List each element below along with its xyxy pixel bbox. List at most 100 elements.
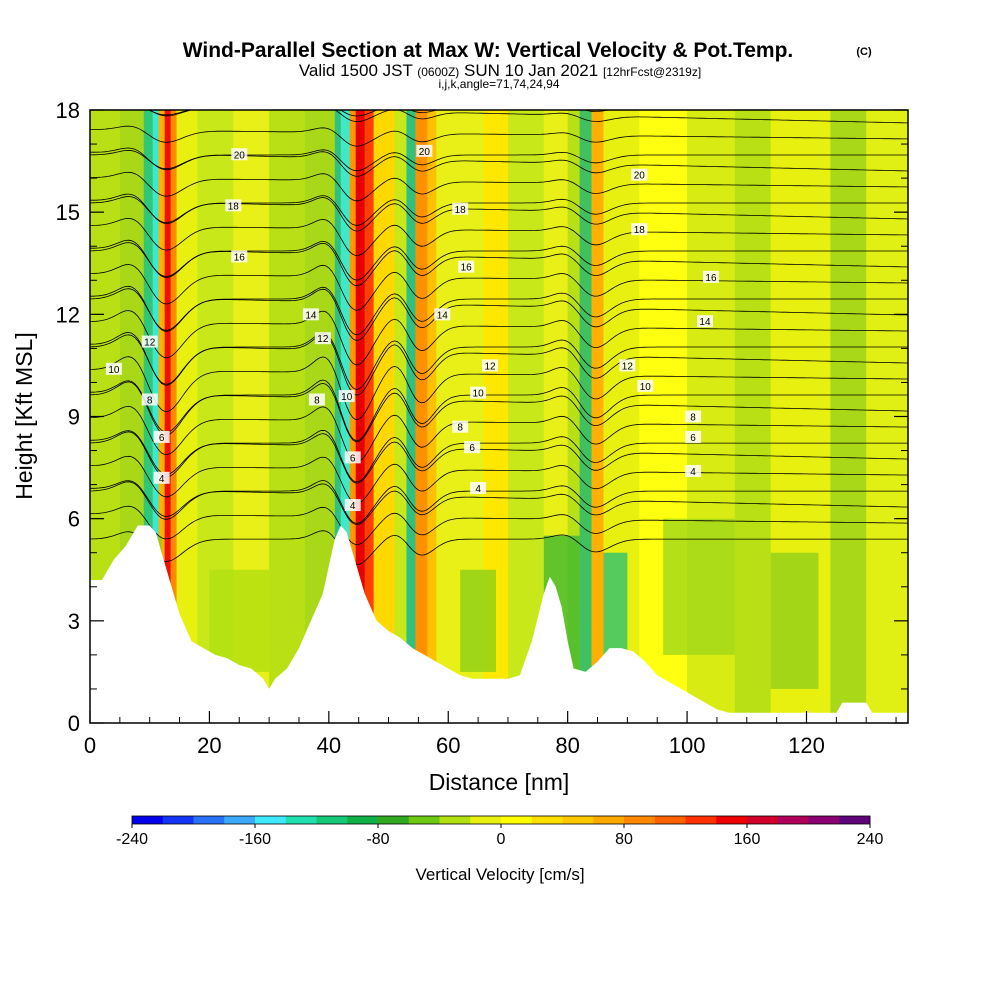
colorbar-swatch — [439, 816, 471, 824]
subtitle-utc: (0600Z) — [417, 65, 459, 79]
contour-label: 10 — [105, 362, 122, 376]
colorbar-swatch — [378, 816, 410, 824]
contour-label-bg — [302, 308, 319, 321]
contour-label: 10 — [338, 390, 355, 403]
velocity-patch — [209, 569, 270, 672]
contour-label-bg — [434, 308, 451, 321]
contour-label-bg — [631, 223, 648, 236]
contour-label: 12 — [141, 335, 158, 349]
contour-label-bg — [458, 260, 475, 273]
velocity-patch — [603, 552, 628, 655]
contour-label-bg — [637, 379, 654, 392]
contour-label-bg — [464, 441, 481, 454]
colorbar-swatch — [654, 816, 686, 824]
contour-label: 4 — [470, 482, 487, 495]
contour-label: 18 — [452, 202, 469, 216]
isentrope-line — [90, 379, 908, 442]
contour-label: 18 — [631, 223, 648, 236]
velocity-band — [164, 110, 172, 723]
contour-label: 8 — [685, 410, 702, 424]
contour-label-text: 14 — [305, 310, 317, 321]
colorbar-swatch — [716, 816, 748, 824]
contour-label: 6 — [685, 430, 702, 444]
x-tick-label: 120 — [788, 733, 825, 758]
contour-label: 18 — [225, 199, 242, 212]
contour-label-bg — [685, 464, 702, 477]
contour-label-bg — [153, 430, 170, 443]
contour-label-bg — [696, 315, 713, 328]
chart-subtitle: Valid 1500 JST (0600Z) SUN 10 Jan 2021 [… — [299, 61, 701, 80]
velocity-band — [334, 110, 342, 723]
velocity-patch — [770, 552, 819, 689]
contour-label-bg — [141, 393, 158, 406]
contour-label-bg — [141, 335, 158, 348]
velocity-band — [176, 110, 198, 723]
contour-label-text: 4 — [159, 474, 165, 485]
contour-label: 12 — [482, 359, 499, 372]
contour-label: 12 — [314, 332, 331, 345]
isentrope-line — [90, 331, 908, 396]
colorbar-tick-label: 0 — [497, 831, 506, 848]
colorbar-swatch — [193, 816, 225, 824]
y-tick-label: 3 — [68, 609, 80, 634]
contour-label-bg — [685, 410, 702, 423]
contour-label: 4 — [153, 471, 170, 485]
colorbar-tick-label: 240 — [857, 831, 884, 848]
y-tick-label: 18 — [56, 98, 80, 123]
contour-label-bg — [344, 451, 361, 464]
y-tick-label: 0 — [68, 711, 80, 736]
colorbar-tick-label: -80 — [366, 831, 389, 848]
x-axis-label: Distance [nm] — [429, 769, 570, 795]
isentrope-contours — [90, 110, 908, 566]
contour-label-text: 14 — [437, 310, 449, 321]
contour-label: 4 — [344, 499, 361, 512]
contour-label-text: 4 — [690, 467, 696, 478]
colorbar-swatch — [777, 816, 809, 824]
velocity-band — [349, 110, 357, 723]
contour-label: 14 — [696, 315, 713, 328]
y-tick-label: 15 — [56, 200, 80, 225]
isentrope-line — [90, 429, 908, 483]
contour-label-text: 14 — [699, 317, 711, 328]
isentrope-line — [90, 286, 908, 336]
subtitle-forecast: [12hrFcst@2319z] — [603, 65, 701, 79]
x-tick-label: 60 — [436, 733, 460, 758]
contour-label-text: 18 — [455, 205, 467, 216]
contour-labels: 2018161412121088642018161410641210864201… — [105, 144, 719, 512]
contour-label-text: 10 — [640, 382, 652, 393]
isentrope-line — [90, 171, 908, 202]
contour-label: 20 — [631, 168, 648, 182]
contour-label-text: 12 — [622, 361, 634, 372]
colorbar-label: Vertical Velocity [cm/s] — [415, 865, 584, 884]
colorbar-swatch — [839, 816, 871, 824]
contour-label-bg — [338, 390, 355, 403]
contour-label: 12 — [619, 359, 636, 372]
velocity-band — [152, 110, 160, 723]
velocity-band — [394, 110, 407, 723]
contour-label: 8 — [308, 393, 325, 406]
colorbar-swatch — [593, 816, 625, 824]
contour-label-bg — [452, 420, 469, 433]
axes: 0 20 40 60 80 100 120 0 3 6 9 12 15 18 — [56, 98, 908, 758]
contour-label-text: 8 — [690, 413, 696, 424]
x-tick-label: 0 — [84, 733, 96, 758]
contour-label: 4 — [685, 464, 702, 478]
isentrope-line — [148, 110, 908, 124]
contour-label-text: 6 — [690, 433, 696, 444]
colorbar-swatch — [747, 816, 779, 824]
contour-label-text: 4 — [475, 484, 481, 495]
contour-label: 14 — [302, 308, 319, 321]
isentrope-line — [90, 530, 908, 566]
contour-label-bg — [344, 499, 361, 512]
colorbar-swatch — [808, 816, 840, 824]
colorbar-swatch — [562, 816, 594, 824]
velocity-band — [830, 110, 867, 723]
colorbar-swatch — [224, 816, 256, 824]
colorbar-swatch — [470, 816, 502, 824]
chart-title: Wind-Parallel Section at Max W: Vertical… — [183, 39, 794, 62]
velocity-band — [158, 110, 166, 723]
velocity-band — [170, 110, 178, 723]
colorbar-swatch — [255, 816, 287, 824]
contour-label-text: 20 — [419, 147, 431, 158]
